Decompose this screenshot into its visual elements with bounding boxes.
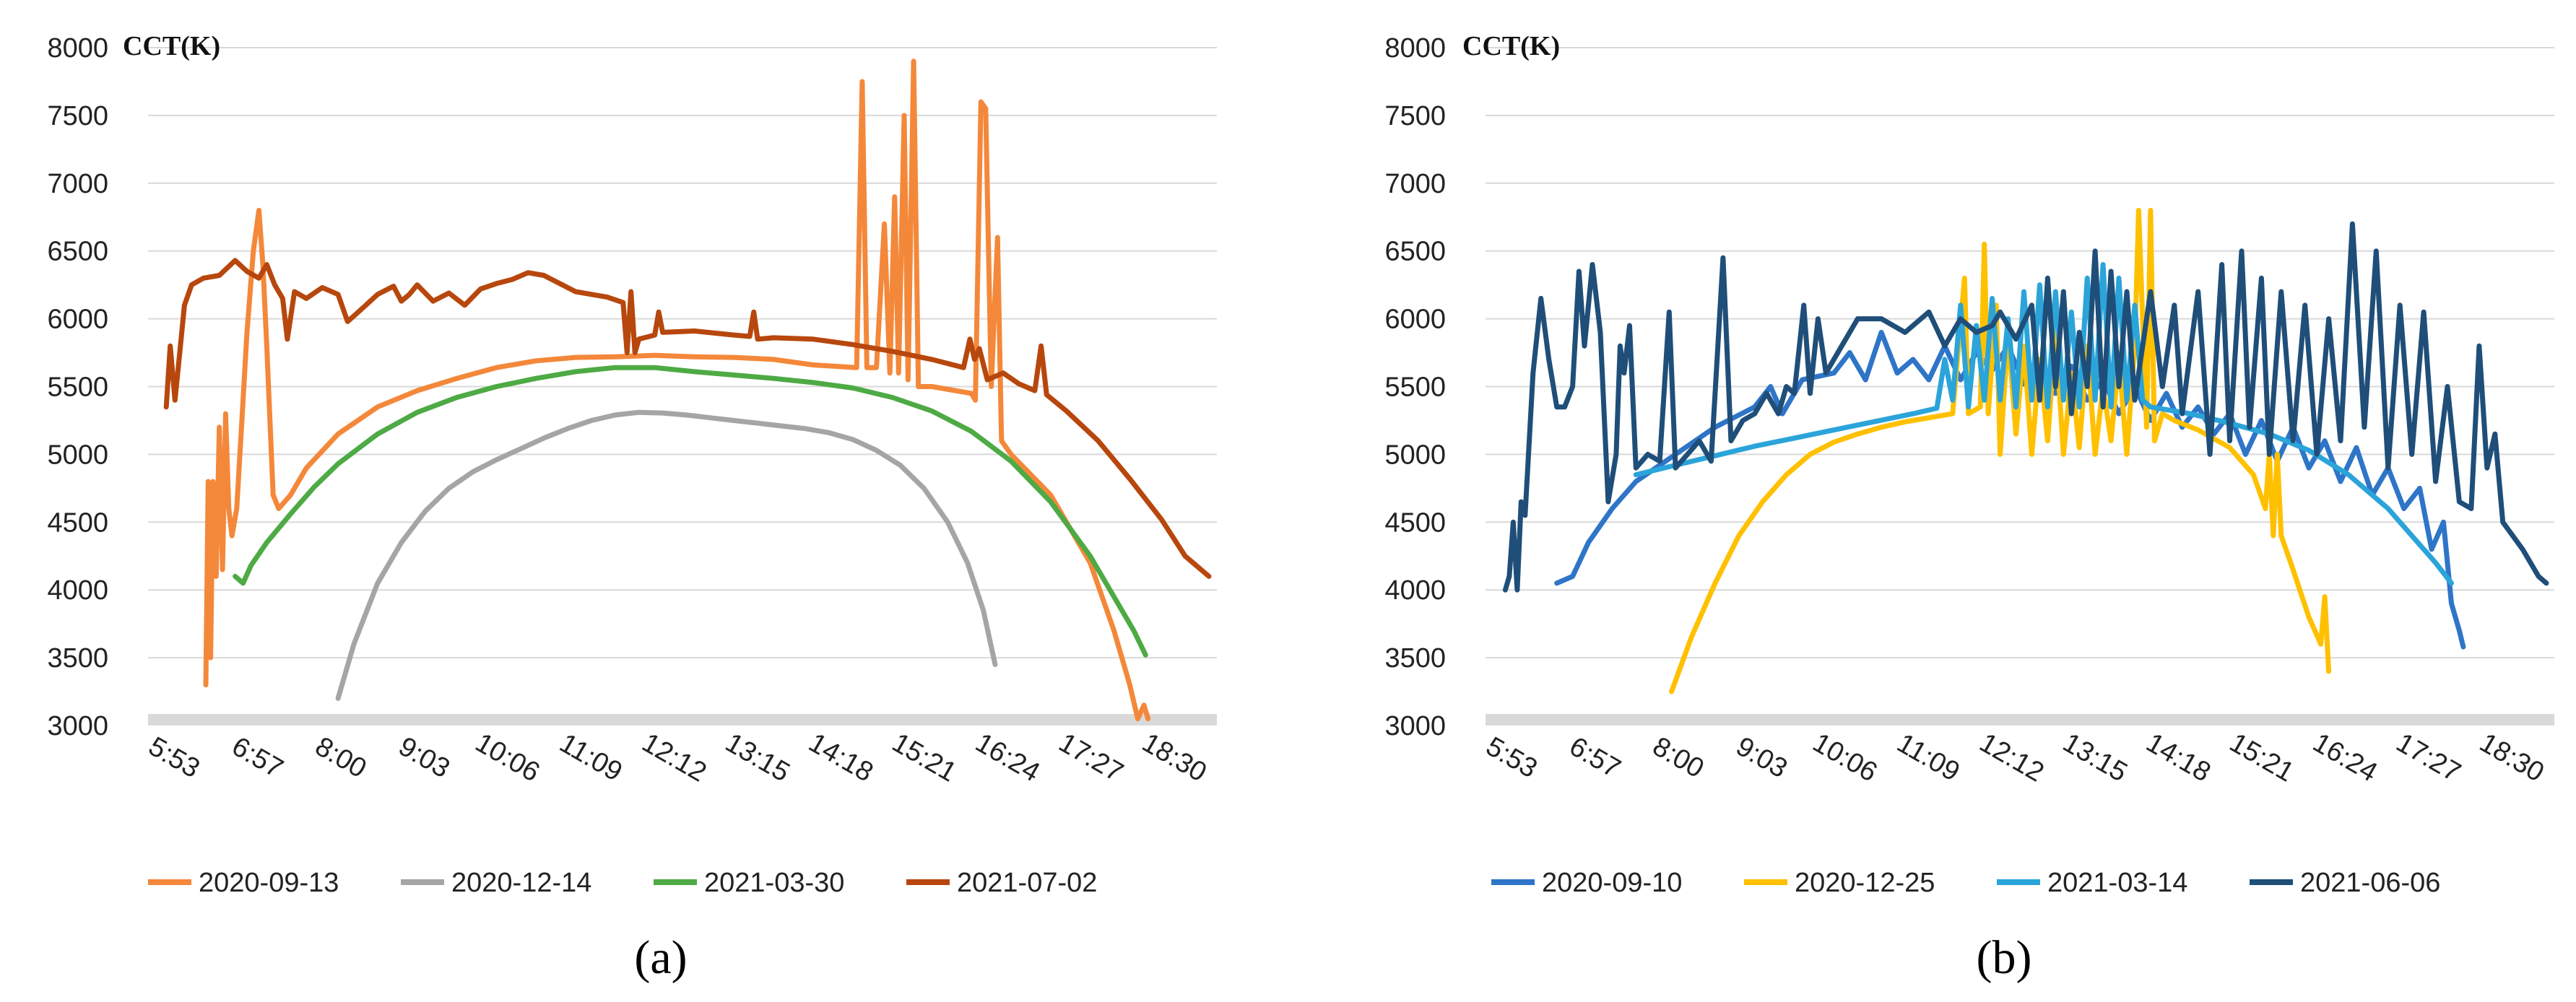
chart-panel-b: 3000 3500 4000 4500 5000 5500 6000 6500 7000 7500… <box>1384 31 2554 984</box>
x-axis-a: 5:53 6:57 8:00 9:03 10:06 11:09 12:12 13:15 14:1… <box>143 728 1211 788</box>
x-tick-label: 12:12 <box>1974 728 2049 788</box>
x-tick-label: 15:21 <box>2224 728 2299 788</box>
legend-label: 2021-03-14 <box>2047 868 2187 898</box>
x-tick-label: 11:09 <box>1892 728 1965 788</box>
x-tick-label: 14:18 <box>804 728 878 788</box>
legend-label: 2020-12-25 <box>1795 868 1935 898</box>
legend-label: 2020-09-13 <box>199 868 339 898</box>
y-unit-label-b: CCT(K) <box>1462 31 1560 61</box>
y-tick-label: 7000 <box>1384 169 1446 199</box>
x-tick-label: 11:09 <box>555 728 628 788</box>
x-tick-label: 13:15 <box>720 728 794 788</box>
x-tick-label: 17:27 <box>2391 728 2466 788</box>
y-tick-label: 7500 <box>1384 101 1446 131</box>
y-tick-label: 5000 <box>1384 440 1446 470</box>
x-tick-label: 12:12 <box>637 728 711 788</box>
series-line-2020-12-25 <box>1669 207 2332 694</box>
x-tick-label: 8:00 <box>310 731 371 784</box>
y-tick-label: 3500 <box>47 643 108 674</box>
y-tick-label: 5500 <box>1384 373 1446 403</box>
y-tick-label: 6000 <box>47 305 108 335</box>
panel-label-b: (b) <box>1977 931 2032 984</box>
series-layer-b <box>1502 207 2549 694</box>
y-tick-label: 3000 <box>47 711 108 741</box>
series-line-2021-06-06 <box>1502 221 2549 593</box>
x-tick-label: 5:53 <box>1480 731 1542 784</box>
y-tick-label: 4500 <box>47 507 108 538</box>
x-tick-label: 8:00 <box>1647 731 1709 784</box>
x-tick-label: 10:06 <box>1808 728 1882 788</box>
y-tick-label: 3000 <box>1384 711 1446 741</box>
y-tick-label: 3500 <box>1384 643 1446 674</box>
legend-label: 2021-03-30 <box>704 868 844 898</box>
series-line-2020-09-13 <box>203 58 1151 722</box>
y-tick-label: 8000 <box>47 33 108 64</box>
x-tick-label: 16:24 <box>2307 728 2382 788</box>
series-line-2021-03-14 <box>1633 262 2454 586</box>
y-tick-label: 5000 <box>47 440 108 470</box>
series-line-2020-12-14 <box>335 409 998 701</box>
x-tick-label: 18:30 <box>2474 728 2549 788</box>
y-tick-label: 4000 <box>1384 575 1446 606</box>
x-tick-label: 13:15 <box>2057 728 2132 788</box>
y-axis-b: 3000 3500 4000 4500 5000 5500 6000 6500 7000 7500… <box>1384 33 1446 741</box>
y-axis-a: 3000 3500 4000 4500 5000 5500 6000 6500 7000 7500… <box>47 33 108 741</box>
x-tick-label: 6:57 <box>227 731 288 784</box>
x-tick-label: 14:18 <box>2141 728 2216 788</box>
series-line-2021-07-02 <box>163 258 1212 579</box>
series-line-2021-03-30 <box>233 365 1148 658</box>
legend-label: 2021-07-02 <box>957 868 1097 898</box>
legend-label: 2020-12-14 <box>451 868 591 898</box>
x-tick-label: 16:24 <box>970 728 1044 788</box>
x-tick-label: 5:53 <box>143 731 204 784</box>
x-tick-label: 9:03 <box>1731 731 1792 784</box>
legend-label: 2020-09-10 <box>1542 868 1682 898</box>
y-tick-label: 7500 <box>47 101 108 131</box>
x-tick-label: 9:03 <box>394 731 455 784</box>
chart-panel-a: 3000 3500 4000 4500 5000 5500 6000 6500 7000 7500… <box>47 31 1217 984</box>
legend-a: 2020-09-13 2020-12-14 2021-03-30 2021-07-02 <box>148 868 1097 898</box>
y-tick-label: 8000 <box>1384 33 1446 64</box>
legend-b: 2020-09-10 2020-12-25 2021-03-14 2021-06-06 <box>1491 868 2440 898</box>
y-tick-label: 6500 <box>1384 237 1446 267</box>
x-tick-label: 10:06 <box>470 728 545 788</box>
x-tick-label: 17:27 <box>1054 728 1128 788</box>
y-tick-label: 5500 <box>47 373 108 403</box>
x-tick-label: 15:21 <box>887 728 961 788</box>
gridlines-a <box>148 47 1217 726</box>
y-tick-label: 6000 <box>1384 305 1446 335</box>
legend-label: 2021-06-06 <box>2300 868 2440 898</box>
y-tick-label: 4500 <box>1384 507 1446 538</box>
panel-label-a: (a) <box>634 931 687 984</box>
y-tick-label: 6500 <box>47 237 108 267</box>
x-tick-label: 18:30 <box>1137 728 1211 788</box>
x-axis-b: 5:53 6:57 8:00 9:03 10:06 11:09 12:12 13:15 14:1… <box>1480 728 2549 788</box>
y-tick-label: 4000 <box>47 575 108 606</box>
series-layer-a <box>163 58 1212 722</box>
y-tick-label: 7000 <box>47 169 108 199</box>
gridlines-b <box>1486 47 2554 726</box>
y-unit-label-a: CCT(K) <box>123 31 220 61</box>
x-tick-label: 6:57 <box>1564 731 1626 784</box>
